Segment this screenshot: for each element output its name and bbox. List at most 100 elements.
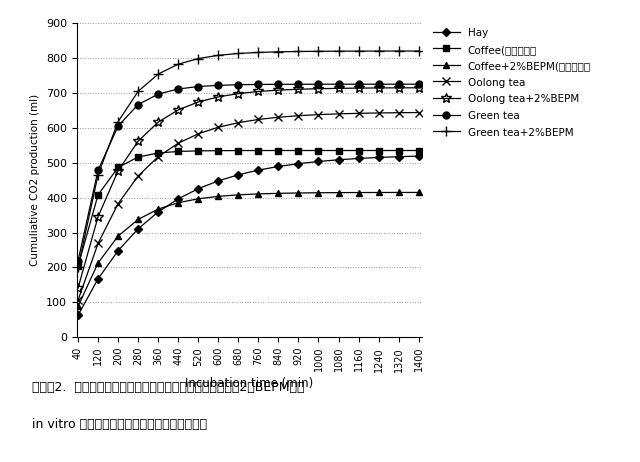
Hay: [415, 153, 422, 159]
Hay: [355, 156, 362, 161]
Oolong tea+2%BEPM: [74, 285, 82, 291]
Green tea+2%BEPM: [335, 49, 342, 54]
Green tea+2%BEPM: [355, 49, 362, 54]
Oolong tea+2%BEPM: [294, 86, 302, 92]
Hay: [275, 164, 282, 169]
Green tea: [335, 81, 342, 87]
Green tea: [154, 91, 162, 97]
Coffee+2%BEPM(実施例１）: [234, 192, 242, 198]
Green tea: [234, 82, 242, 87]
Oolong tea: [115, 201, 122, 207]
Line: Green tea+2%BEPM: Green tea+2%BEPM: [73, 46, 424, 272]
Hay: [255, 167, 262, 173]
Oolong tea: [335, 111, 342, 116]
Oolong tea+2%BEPM: [355, 85, 362, 91]
Coffee(比較例１）: [174, 149, 182, 154]
Oolong tea: [315, 112, 323, 117]
Oolong tea+2%BEPM: [154, 119, 162, 125]
Oolong tea+2%BEPM: [115, 168, 122, 174]
Oolong tea+2%BEPM: [255, 89, 262, 94]
Green tea+2%BEPM: [134, 89, 142, 94]
Oolong tea: [355, 110, 362, 116]
Green tea+2%BEPM: [315, 49, 323, 54]
Line: Hay: Hay: [76, 153, 421, 318]
Legend: Hay, Coffee(比較例１）, Coffee+2%BEPM(実施例１）, Oolong tea, Oolong tea+2%BEPM, Green tea: Hay, Coffee(比較例１）, Coffee+2%BEPM(実施例１）, …: [429, 23, 595, 142]
Coffee(比較例１）: [154, 150, 162, 156]
Oolong tea: [74, 298, 82, 303]
Line: Oolong tea: Oolong tea: [74, 109, 423, 304]
Coffee(比較例１）: [375, 148, 383, 153]
Oolong tea: [174, 140, 182, 146]
Hay: [74, 312, 82, 318]
Oolong tea+2%BEPM: [234, 91, 242, 97]
Coffee+2%BEPM(実施例１）: [415, 190, 422, 195]
X-axis label: Incubation time (min): Incubation time (min): [186, 377, 314, 390]
Green tea: [395, 81, 403, 87]
Green tea+2%BEPM: [74, 265, 82, 270]
Oolong tea+2%BEPM: [134, 139, 142, 144]
Oolong tea+2%BEPM: [195, 99, 202, 105]
Green tea: [94, 167, 102, 173]
Oolong tea: [214, 124, 222, 130]
Green tea: [74, 258, 82, 263]
Text: グラフ2.  コーヒー箕、烏龍茶箕及び緑茶箕の微生物処理（2％BEPM）が: グラフ2. コーヒー箕、烏龍茶箕及び緑茶箕の微生物処理（2％BEPM）が: [32, 381, 305, 394]
Oolong tea: [395, 110, 403, 116]
Green tea+2%BEPM: [234, 51, 242, 56]
Oolong tea+2%BEPM: [375, 85, 383, 91]
Green tea: [174, 86, 182, 92]
Coffee(比較例１）: [195, 148, 202, 154]
Green tea+2%BEPM: [275, 49, 282, 55]
Coffee(比較例１）: [315, 148, 323, 153]
Oolong tea: [375, 110, 383, 116]
Coffee+2%BEPM(実施例１）: [255, 191, 262, 197]
Coffee+2%BEPM(実施例１）: [134, 217, 142, 222]
Green tea+2%BEPM: [214, 53, 222, 58]
Green tea+2%BEPM: [154, 71, 162, 77]
Text: in vitro ルーメン二酸化炭素発生に及ぼす影響: in vitro ルーメン二酸化炭素発生に及ぼす影響: [32, 418, 207, 431]
Green tea+2%BEPM: [395, 49, 403, 54]
Hay: [174, 196, 182, 201]
Coffee+2%BEPM(実施例１）: [355, 190, 362, 195]
Green tea+2%BEPM: [115, 119, 122, 124]
Line: Coffee(比較例１）: Coffee(比較例１）: [76, 148, 421, 269]
Green tea: [415, 81, 422, 87]
Oolong tea: [234, 120, 242, 126]
Hay: [335, 157, 342, 163]
Coffee+2%BEPM(実施例１）: [74, 304, 82, 309]
Coffee(比較例１）: [94, 192, 102, 198]
Green tea: [275, 82, 282, 87]
Coffee(比較例１）: [255, 148, 262, 153]
Green tea+2%BEPM: [195, 56, 202, 61]
Oolong tea+2%BEPM: [335, 85, 342, 91]
Oolong tea+2%BEPM: [415, 85, 422, 91]
Hay: [195, 186, 202, 191]
Hay: [294, 161, 302, 166]
Coffee(比較例１）: [234, 148, 242, 153]
Green tea+2%BEPM: [174, 61, 182, 67]
Coffee+2%BEPM(実施例１）: [214, 194, 222, 199]
Green tea: [294, 81, 302, 87]
Hay: [395, 154, 403, 159]
Oolong tea: [134, 173, 142, 179]
Coffee+2%BEPM(実施例１）: [294, 190, 302, 196]
Oolong tea+2%BEPM: [315, 86, 323, 91]
Oolong tea: [195, 131, 202, 137]
Hay: [154, 209, 162, 215]
Green tea+2%BEPM: [255, 49, 262, 55]
Coffee+2%BEPM(実施例１）: [115, 233, 122, 239]
Coffee+2%BEPM(実施例１）: [195, 196, 202, 201]
Coffee(比較例１）: [115, 164, 122, 170]
Coffee(比較例１）: [335, 148, 342, 153]
Oolong tea+2%BEPM: [174, 107, 182, 113]
Coffee+2%BEPM(実施例１）: [174, 200, 182, 206]
Green tea: [375, 81, 383, 87]
Line: Green tea: Green tea: [75, 81, 422, 264]
Green tea+2%BEPM: [94, 172, 102, 177]
Green tea+2%BEPM: [294, 49, 302, 54]
Coffee(比較例１）: [395, 148, 403, 153]
Hay: [375, 155, 383, 160]
Oolong tea+2%BEPM: [275, 87, 282, 93]
Oolong tea: [255, 117, 262, 122]
Hay: [234, 172, 242, 177]
Oolong tea: [94, 241, 102, 246]
